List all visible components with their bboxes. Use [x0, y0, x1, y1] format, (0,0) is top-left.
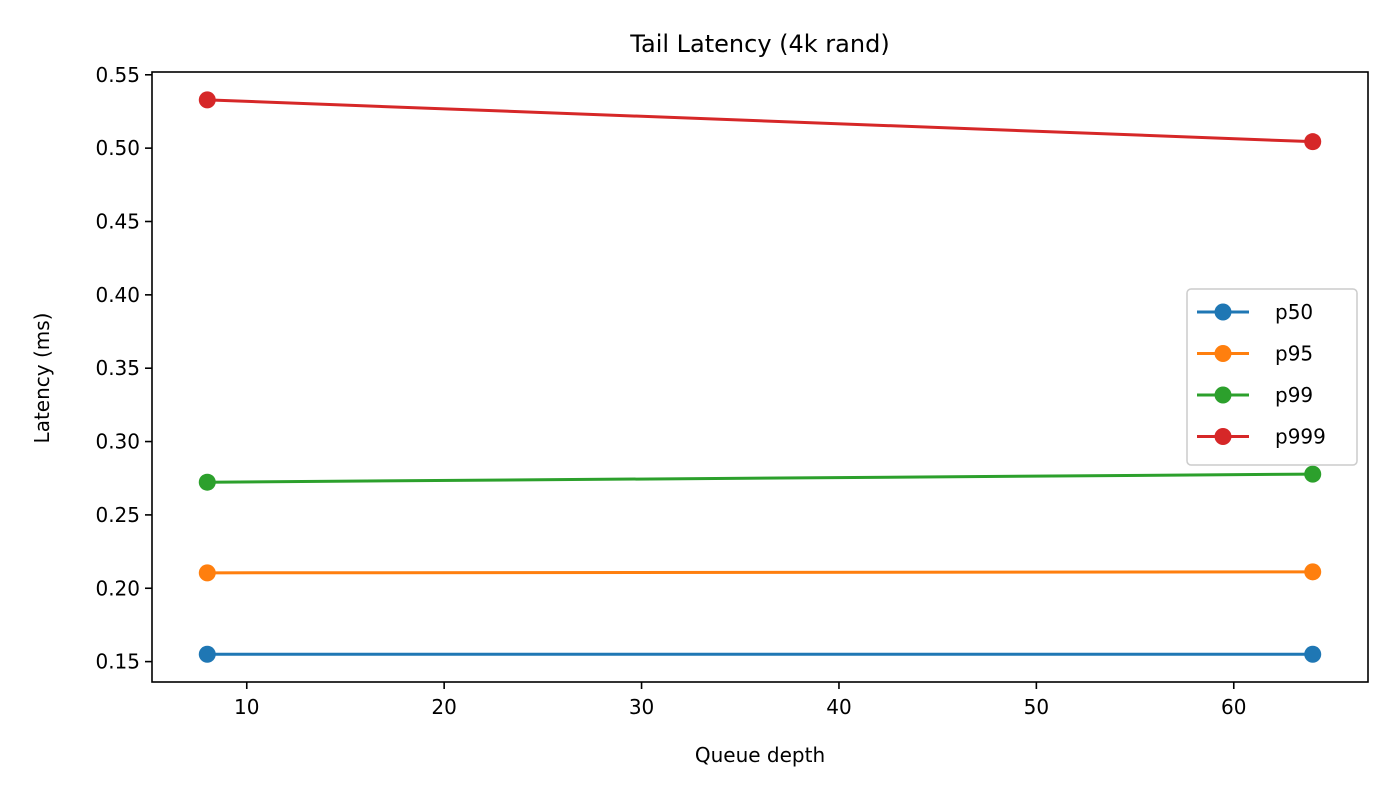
legend-label: p50 [1275, 300, 1313, 324]
data-point-p999 [1304, 133, 1322, 151]
legend-swatch-marker [1214, 386, 1232, 404]
y-tick-label: 0.35 [95, 356, 140, 380]
y-tick-label: 0.15 [95, 650, 140, 674]
axis-ticks: 10 20 30 40 50 60 0.15 0.20 0.25 0.30 0.35 0.40 0.45… [95, 63, 1246, 719]
y-tick-label: 0.25 [95, 503, 140, 527]
y-tick-label: 0.50 [95, 136, 140, 160]
legend-item-p95: p95 [1197, 342, 1313, 366]
y-tick-label: 0.45 [95, 209, 140, 233]
y-tick-label: 0.20 [95, 576, 140, 600]
data-point-p99 [198, 473, 216, 491]
legend-item-p999: p999 [1197, 425, 1326, 449]
legend-swatch-marker [1214, 345, 1232, 362]
x-tick-label: 60 [1221, 695, 1246, 719]
series-p999 [198, 91, 1322, 151]
data-point-p999 [198, 91, 216, 109]
y-tick-label: 0.55 [95, 63, 140, 87]
legend-label: p95 [1275, 342, 1313, 366]
data-point-p99 [1304, 465, 1322, 483]
y-axis-label: Latency (ms) [30, 313, 54, 444]
plot-frame [151, 71, 1369, 683]
x-tick-label: 30 [629, 695, 654, 719]
data-point-p95 [198, 564, 216, 582]
y-tick-label: 0.40 [95, 283, 140, 307]
series-p95 [198, 563, 1322, 582]
y-tick-label: 0.30 [95, 430, 140, 454]
legend-item-p99: p99 [1197, 383, 1313, 407]
legend-box [1186, 288, 1358, 466]
legend-swatch-marker [1214, 303, 1232, 321]
x-tick-label: 20 [431, 695, 456, 719]
series-line-p95 [207, 570, 1313, 575]
x-axis-label: Queue depth [695, 743, 825, 767]
series-line-p99 [207, 472, 1313, 484]
x-tick-label: 50 [1024, 695, 1049, 719]
x-tick-label: 40 [826, 695, 851, 719]
data-point-p50 [1304, 645, 1322, 663]
plot-lines [198, 91, 1322, 663]
data-point-p50 [198, 645, 216, 663]
legend: p50 p95 p99 p999 [1186, 288, 1358, 466]
series-line-p999 [207, 98, 1313, 144]
legend-swatch-marker [1214, 428, 1232, 445]
series-p99 [198, 465, 1322, 491]
chart-title: Tail Latency (4k rand) [629, 30, 889, 58]
legend-label: p99 [1275, 383, 1313, 407]
x-tick-label: 10 [234, 695, 259, 719]
data-point-p95 [1304, 563, 1322, 581]
series-p50 [198, 645, 1322, 663]
legend-label: p999 [1275, 425, 1326, 449]
legend-item-p50: p50 [1197, 300, 1313, 324]
